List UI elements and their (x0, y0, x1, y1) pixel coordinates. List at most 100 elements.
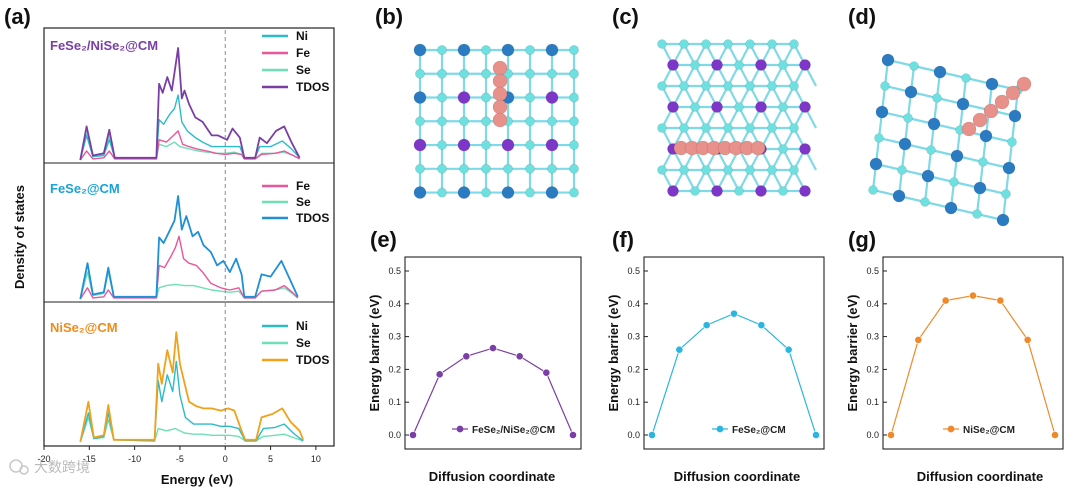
metal-atom (457, 91, 471, 104)
dos-x-tick-label: -20 (37, 454, 50, 464)
diffusion-y-tick-label: 0.1 (388, 397, 401, 407)
se-atom (657, 123, 667, 133)
se-atom (679, 39, 689, 49)
diffusion-frame (882, 256, 1064, 450)
se-atom (745, 39, 755, 49)
diffusion-point (1051, 431, 1059, 439)
se-atom (880, 81, 890, 91)
diffusion-point (969, 291, 977, 300)
se-atom (525, 187, 535, 198)
dos-system-label-nise2: NiSe₂@CM (50, 320, 118, 335)
li-atom (961, 121, 977, 137)
diffusion-y-tick-label: 0.4 (388, 299, 401, 309)
diffusion-y-axis-label: Energy barrier (eV) (845, 294, 860, 411)
dos-x-ticks: -20 -15 -10 -5 0 5 10 (37, 446, 321, 464)
dos-series-ni (79, 94, 301, 161)
dos-series-fe (79, 130, 300, 161)
diffusion-point (569, 431, 577, 439)
diffusion-point (675, 345, 684, 354)
se-atom (778, 144, 788, 154)
se-atom (932, 93, 942, 103)
se-atom (657, 39, 667, 49)
diffusion-point (812, 431, 820, 439)
legend-label-ni: Ni (296, 319, 308, 333)
se-atom (961, 73, 971, 83)
metal-atom (545, 91, 559, 104)
diffusion-x-label-f: Diffusion coordinate (674, 469, 800, 484)
se-atom (547, 68, 557, 79)
metal-atom (667, 185, 679, 197)
metal-atom (799, 185, 811, 197)
dos-series-se (79, 132, 300, 161)
se-atom (525, 68, 535, 79)
li-atom (492, 112, 508, 128)
diffusion-point (941, 296, 950, 305)
se-atom (734, 102, 744, 112)
se-atom (459, 116, 469, 127)
se-atom (767, 123, 777, 133)
diffusion-legend-label: FeSe₂@CM (732, 425, 786, 436)
metal-atom (799, 101, 811, 113)
metal-atom (950, 149, 964, 163)
metal-atom (501, 43, 515, 57)
se-atom (569, 45, 579, 55)
se-atom (481, 116, 491, 127)
li-atom (750, 140, 766, 156)
panel-label-c: (c) (612, 4, 639, 29)
diffusion-line (412, 347, 574, 436)
structure-b-illustration (413, 43, 579, 199)
se-atom (415, 116, 425, 127)
se-atom (437, 68, 447, 79)
diffusion-point (757, 321, 766, 330)
se-atom (679, 81, 689, 91)
diffusion-legend-marker (456, 425, 464, 433)
dos-subpanel-nise2 (79, 331, 305, 443)
diffusion-y-tick-label: 0.0 (866, 430, 879, 440)
legend-label-ni: Ni (296, 29, 308, 43)
dos-legend-hetero: Ni Fe Se TDOS (262, 29, 329, 94)
se-atom (459, 68, 469, 79)
diffusion-y-tick-label: 0.2 (866, 364, 879, 374)
metal-atom (413, 186, 427, 199)
diffusion-y-tick-label: 0.3 (388, 332, 401, 342)
se-atom (789, 39, 799, 49)
metal-atom (755, 59, 767, 71)
diffusion-chart-e: 0.0 0.1 0.2 0.3 0.4 0.5 FeSe₂/NiSe₂@CM Energy b… (367, 256, 582, 450)
diffusion-point (914, 335, 923, 344)
diffusion-y-tick-label: 0.1 (627, 397, 640, 407)
diffusion-x-label-g: Diffusion coordinate (917, 469, 1043, 484)
dos-legend-fese2: Fe Se TDOS (262, 179, 329, 225)
legend-label-fe: Fe (296, 46, 310, 60)
diffusion-frame (643, 256, 825, 450)
se-atom (525, 92, 535, 103)
se-atom (437, 163, 447, 174)
metal-atom (711, 59, 723, 71)
legend-label-tdos: TDOS (296, 211, 329, 225)
dos-x-tick-label: 10 (311, 454, 321, 464)
se-atom (778, 60, 788, 70)
diffusion-frame (404, 256, 582, 450)
se-atom (701, 39, 711, 49)
dos-x-tick-label: -10 (128, 454, 141, 464)
metal-atom (875, 105, 889, 119)
se-atom (767, 165, 777, 175)
diffusion-point (409, 431, 417, 439)
dos-legend-nise2: Ni Se TDOS (262, 319, 329, 367)
dos-y-axis-label: Density of states (12, 185, 27, 289)
dos-x-tick-label: -15 (83, 454, 96, 464)
dos-subpanel-hetero (79, 47, 301, 161)
diffusion-legend-marker (947, 425, 955, 433)
diffusion-y-tick-label: 0.3 (866, 332, 879, 342)
diffusion-y-tick-label: 0.1 (866, 397, 879, 407)
legend-label-tdos: TDOS (296, 80, 329, 94)
se-atom (868, 185, 878, 195)
dos-series-tdos (79, 47, 301, 161)
watermark: 大数跨境 (9, 459, 90, 476)
diffusion-y-axis-label: Energy barrier (eV) (606, 294, 621, 411)
structure-c-illustration (657, 39, 817, 197)
panel-label-a: (a) (4, 4, 31, 29)
metal-atom (711, 101, 723, 113)
se-atom (657, 165, 667, 175)
se-atom (437, 45, 447, 55)
metal-atom (869, 157, 883, 171)
